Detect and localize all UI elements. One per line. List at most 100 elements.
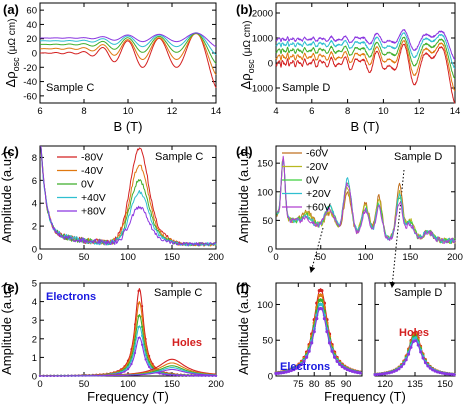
panel-e-label: (e) xyxy=(3,280,19,295)
panel-a-label: (a) xyxy=(3,2,19,17)
panel-a-xtick-label: 6 xyxy=(37,106,42,117)
panel-e-holes-label: Holes xyxy=(172,337,202,349)
panel-e-electron-point-4 xyxy=(162,373,165,376)
panel-f-sample: Sample D xyxy=(394,287,442,299)
panel-f-hole-curve-3 xyxy=(375,336,455,376)
panel-f-hole-point-3 xyxy=(414,336,418,340)
panel-f-right-xtick-label: 120 xyxy=(377,379,393,390)
ylabel-unit: (μΩ cm) xyxy=(242,21,253,60)
panel-e-ytick-label: 2 xyxy=(32,334,37,345)
panel-f-hole-point-4 xyxy=(404,358,408,362)
panel-e-electron-point-4 xyxy=(123,370,126,373)
panel-a-xtick-label: 14 xyxy=(211,106,222,117)
panel-f-hole-point-4 xyxy=(428,366,432,370)
panel-e-hole-curve-4 xyxy=(40,368,217,377)
panel-a-ytick-label: -20 xyxy=(23,63,37,74)
panel-b-frame xyxy=(275,2,456,104)
panel-d-ytick-label: 150 xyxy=(257,159,273,170)
panel-e-electron-point-4 xyxy=(190,374,193,377)
panel-f-left-xtick-label: 90 xyxy=(341,379,352,390)
panel-e-electron-point-1 xyxy=(137,302,140,305)
panel-f-electron-point-4 xyxy=(320,307,324,311)
panel-f-electron-point-4 xyxy=(279,371,283,375)
panel-f-hole-point-4 xyxy=(440,371,444,375)
panel-f-hole-point-1 xyxy=(414,332,418,336)
panel-c-legend-label-1: -40V xyxy=(81,165,103,177)
panel-f-hole-point-4 xyxy=(378,372,382,376)
panel-f-hole-curve-4 xyxy=(375,339,455,376)
panel-e-electrons-label: Electrons xyxy=(46,291,96,303)
panel-e-electron-point-3 xyxy=(140,334,144,337)
panel-b-xtick-label: 4 xyxy=(273,106,278,117)
panel-a-curve-2 xyxy=(39,32,217,64)
panel-c-ytick-label: 4 xyxy=(32,199,37,210)
arrow-electrons xyxy=(309,227,324,273)
panel-f-electron-point-4 xyxy=(340,365,344,369)
panel-e-electron-point-3 xyxy=(130,359,133,362)
panel-e-electron-point-4 xyxy=(140,343,144,346)
panel-e-electron-point-4 xyxy=(193,374,196,377)
panel-e-sample: Sample C xyxy=(154,287,202,299)
panel-b-ylabel: Δρosc (μΩ cm) xyxy=(238,21,256,90)
panel-a-ylabel: Δρosc (μΩ cm) xyxy=(3,19,21,88)
panel-e-electron-point-4 xyxy=(172,373,175,377)
panel-f-holes-label: Holes xyxy=(399,327,429,339)
panel-b-curve-4 xyxy=(275,29,456,60)
panel-f-left-ytick-label: 0 xyxy=(268,372,273,383)
panel-e-electron-point-3 xyxy=(137,326,140,329)
panel-f-electron-point-4 xyxy=(297,365,301,369)
panel-e-xtick-label: 0 xyxy=(37,379,42,390)
panel-d-curve-3 xyxy=(276,158,456,244)
panel-f-electron-point-0 xyxy=(320,288,324,293)
panel-b-curve-3 xyxy=(275,32,456,69)
panel-e-electron-point-2 xyxy=(140,325,144,328)
panel-a-xtick-label: 8 xyxy=(81,106,86,117)
panel-d-curve-4 xyxy=(276,155,456,244)
panel-f-electron-point-4 xyxy=(299,362,304,367)
ylabel-unit: (μΩ cm) xyxy=(7,19,18,58)
panel-f-hole-point-4 xyxy=(380,372,384,376)
panel-f-hole-point-4 xyxy=(423,361,427,365)
panel-e-electron-point-2 xyxy=(137,315,140,318)
panel-e-electron-point-1 xyxy=(140,315,144,318)
arrow-holes xyxy=(389,169,405,288)
panel-f-hole-point-4 xyxy=(411,340,415,344)
panel-d-legend-label-1: -20V xyxy=(306,161,328,173)
panel-f-hole-point-4 xyxy=(431,368,435,372)
panel-e-electron-point-4 xyxy=(158,372,161,375)
panel-f-electron-point-4 xyxy=(343,366,347,370)
panel-f-hole-point-3 xyxy=(411,337,415,341)
panel-f-hole-point-2 xyxy=(414,334,418,338)
panel-c-xtick-label: 150 xyxy=(164,252,180,263)
panel-d-ytick-label: 100 xyxy=(257,187,273,198)
panel-b-xtick-label: 10 xyxy=(378,106,389,117)
panel-a-xtick-label: 10 xyxy=(123,106,134,117)
panel-a-ytick-label: 40 xyxy=(26,20,37,31)
panel-a-curve-1 xyxy=(39,33,217,76)
panel-c-legend-label-4: +80V xyxy=(81,206,106,218)
panel-d-xtick-label: 50 xyxy=(315,252,326,263)
panel-f-right-xtick-label: 150 xyxy=(437,379,453,390)
panel-e-electron-point-0 xyxy=(140,304,144,308)
panel-b-curve-2 xyxy=(275,36,456,79)
panel-e-electron-point-4 xyxy=(133,351,137,355)
panel-f-electron-point-0 xyxy=(317,288,321,293)
panel-f-hole-point-4 xyxy=(392,369,396,373)
panel-d-xtick-label: 100 xyxy=(358,252,374,263)
panel-e-ytick-label: 0 xyxy=(32,372,37,383)
panel-f-electron-point-4 xyxy=(348,368,352,373)
panel-f-electron-point-4 xyxy=(338,362,342,367)
panel-f-hole-point-4 xyxy=(407,352,411,356)
panel-e-xlabel: Frequency (T) xyxy=(87,389,169,404)
panel-e-electron-point-4 xyxy=(165,373,168,376)
panel-f-electron-point-4 xyxy=(302,359,306,364)
panel-f-hole-point-4 xyxy=(447,372,451,376)
panel-f-hole-point-4 xyxy=(438,371,442,375)
panel-e-electron-point-4 xyxy=(148,365,151,369)
panel-f-electron-point-4 xyxy=(330,349,334,353)
ylabel-rho: Δρ xyxy=(238,73,253,89)
panel-f-electron-point-2 xyxy=(320,298,324,302)
panel-a-ytick-label: -40 xyxy=(23,77,37,88)
panel-f-hole-point-4 xyxy=(375,372,379,376)
panel-e-electron-point-4 xyxy=(130,362,133,366)
